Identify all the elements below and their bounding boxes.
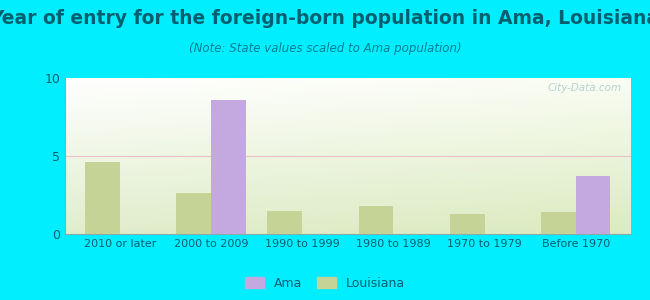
Legend: Ama, Louisiana: Ama, Louisiana	[241, 273, 409, 294]
Bar	[359, 206, 393, 234]
Bar	[576, 176, 610, 234]
Bar	[541, 212, 576, 234]
Text: (Note: State values scaled to Ama population): (Note: State values scaled to Ama popula…	[188, 42, 462, 55]
Bar	[176, 194, 211, 234]
Bar	[268, 211, 302, 234]
Text: Year of entry for the foreign-born population in Ama, Louisiana: Year of entry for the foreign-born popul…	[0, 9, 650, 28]
Bar	[85, 162, 120, 234]
Text: City-Data.com: City-Data.com	[548, 83, 622, 93]
Bar	[211, 100, 246, 234]
Bar	[450, 214, 484, 234]
